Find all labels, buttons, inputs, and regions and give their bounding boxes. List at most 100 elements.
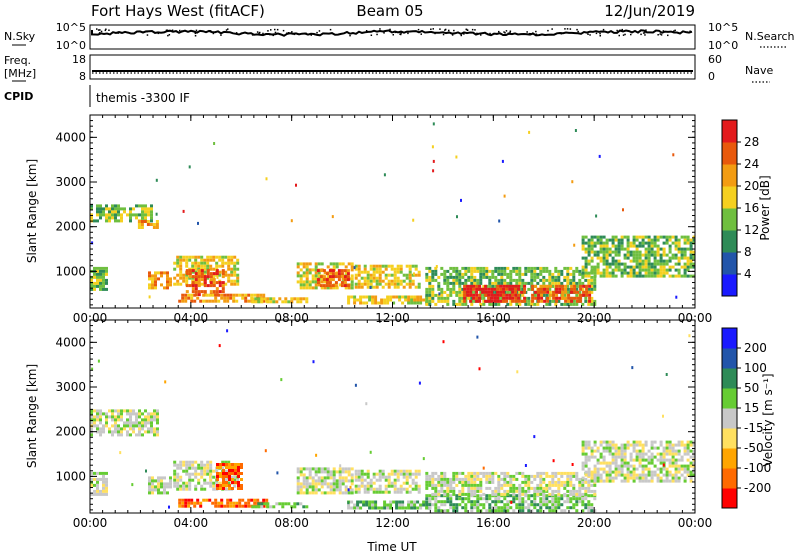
data-cell bbox=[179, 475, 183, 479]
data-cell bbox=[154, 479, 157, 483]
data-cell bbox=[395, 500, 399, 504]
data-cell bbox=[143, 220, 147, 223]
data-cell bbox=[461, 489, 465, 493]
data-cell bbox=[147, 213, 150, 217]
data-cell bbox=[626, 464, 630, 468]
data-cell bbox=[638, 235, 642, 239]
data-cell bbox=[114, 213, 117, 217]
data-cell bbox=[479, 489, 483, 493]
data-cell bbox=[593, 235, 597, 239]
data-cell bbox=[102, 474, 105, 478]
data-cell bbox=[431, 287, 435, 291]
data-cell bbox=[653, 440, 657, 444]
data-cell bbox=[185, 261, 189, 265]
data-cell bbox=[545, 494, 549, 498]
data-cell bbox=[99, 207, 102, 211]
data-cell bbox=[503, 497, 507, 501]
data-cell bbox=[590, 284, 594, 288]
data-cell bbox=[357, 264, 361, 268]
data-cell bbox=[623, 461, 627, 465]
data-cell bbox=[542, 269, 546, 273]
data-cell bbox=[182, 258, 186, 262]
data-cell bbox=[650, 274, 654, 278]
nsearch-dot bbox=[438, 32, 440, 34]
data-cell bbox=[458, 480, 462, 484]
data-cell bbox=[347, 503, 351, 507]
data-cell bbox=[200, 487, 204, 491]
data-cell bbox=[151, 479, 154, 483]
data-cell bbox=[587, 494, 591, 498]
data-cell bbox=[552, 290, 556, 294]
data-cell bbox=[555, 284, 559, 288]
nsearch-dot bbox=[496, 33, 498, 35]
data-cell bbox=[566, 471, 570, 475]
data-cell bbox=[491, 272, 495, 276]
nsearch-dot bbox=[504, 32, 506, 34]
data-cell bbox=[548, 281, 552, 285]
data-cell bbox=[548, 278, 552, 282]
colorbar-segment bbox=[722, 208, 737, 231]
data-cell bbox=[641, 241, 645, 245]
data-cell bbox=[665, 479, 669, 483]
data-cell bbox=[120, 430, 123, 434]
data-cell bbox=[181, 293, 185, 297]
nsearch-dot bbox=[399, 33, 401, 35]
data-cell bbox=[686, 268, 690, 272]
data-cell bbox=[90, 204, 93, 208]
data-cell bbox=[150, 210, 153, 214]
data-cell bbox=[151, 482, 154, 486]
data-cell bbox=[511, 296, 515, 300]
data-cell bbox=[221, 272, 225, 276]
data-cell bbox=[659, 256, 663, 260]
data-cell bbox=[509, 269, 513, 273]
data-cell bbox=[617, 446, 621, 450]
data-cell bbox=[135, 421, 138, 425]
data-cell bbox=[422, 503, 426, 507]
nsearch-dot bbox=[400, 32, 402, 34]
data-cell bbox=[476, 497, 480, 501]
data-cell bbox=[296, 262, 300, 266]
data-cell bbox=[129, 412, 132, 416]
data-cell bbox=[203, 261, 207, 265]
data-cell bbox=[123, 421, 126, 425]
data-cell bbox=[144, 207, 147, 211]
y-tick-label: 2000 bbox=[55, 425, 86, 439]
data-cell bbox=[446, 299, 450, 303]
data-cell bbox=[146, 223, 150, 226]
data-cell bbox=[296, 488, 300, 492]
data-cell bbox=[692, 449, 695, 453]
data-cell bbox=[647, 265, 651, 269]
data-cell bbox=[440, 509, 444, 513]
data-cell bbox=[475, 293, 479, 297]
data-cell bbox=[428, 266, 432, 270]
data-cell bbox=[563, 266, 567, 270]
data-cell bbox=[455, 497, 459, 501]
data-cell bbox=[90, 278, 93, 282]
data-cell bbox=[233, 264, 237, 268]
data-cell bbox=[674, 461, 678, 465]
data-cell bbox=[587, 455, 591, 459]
data-cell bbox=[464, 506, 468, 510]
data-cell bbox=[299, 470, 303, 474]
data-cell bbox=[596, 262, 600, 266]
data-cell bbox=[408, 285, 412, 289]
data-cell bbox=[524, 500, 528, 504]
data-cell bbox=[369, 276, 373, 280]
data-cell bbox=[153, 415, 156, 419]
data-cell bbox=[587, 473, 591, 477]
data-cell bbox=[521, 287, 525, 291]
data-speckle bbox=[456, 215, 458, 219]
data-cell bbox=[150, 415, 153, 419]
data-speckle bbox=[524, 464, 527, 467]
data-cell bbox=[482, 497, 486, 501]
data-cell bbox=[539, 497, 543, 501]
data-cell bbox=[461, 290, 465, 294]
data-cell bbox=[506, 500, 510, 504]
data-cell bbox=[620, 449, 624, 453]
data-cell bbox=[512, 477, 516, 481]
data-cell bbox=[387, 264, 391, 268]
data-cell bbox=[215, 269, 219, 273]
data-cell bbox=[179, 466, 183, 470]
data-cell bbox=[524, 302, 528, 306]
colorbar-segment bbox=[722, 368, 737, 389]
